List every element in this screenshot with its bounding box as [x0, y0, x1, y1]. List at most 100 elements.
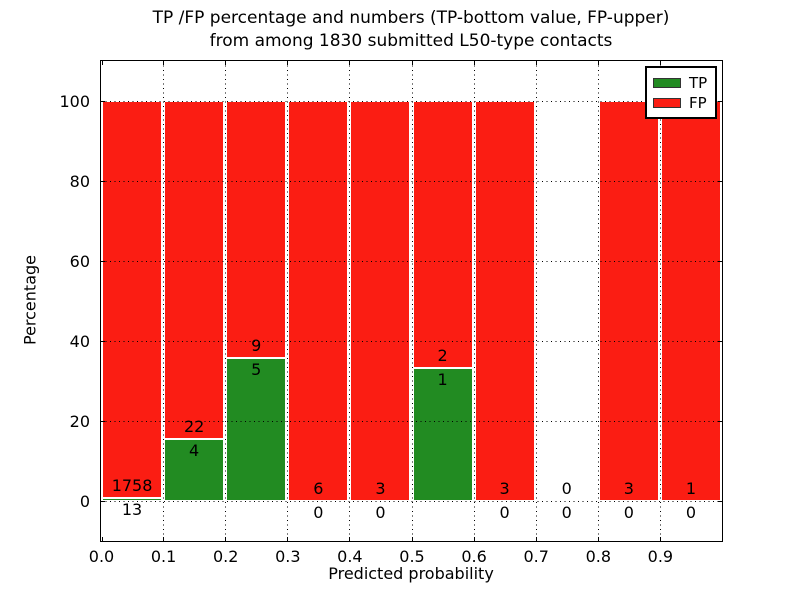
x-tick-mark-bottom [101, 537, 103, 541]
y-tick-mark-right [718, 421, 722, 422]
tp-count-label: 0 [623, 503, 634, 522]
x-tick-mark-bottom [597, 537, 599, 541]
x-tick-label: 0.1 [150, 547, 177, 566]
tp-count-label: 4 [189, 441, 200, 461]
x-tick-label: 0.0 [88, 547, 115, 566]
x-gridline [349, 61, 351, 541]
y-tick-mark-left [101, 261, 105, 262]
chart-title-line1: TP /FP percentage and numbers (TP-bottom… [152, 8, 670, 28]
bar-segment-fp [226, 101, 287, 359]
bar-stack [226, 101, 287, 501]
fp-count-label: 3 [375, 479, 386, 498]
x-tick-mark-top [287, 61, 289, 65]
x-gridline [287, 61, 289, 541]
x-tick-mark-top [349, 61, 351, 65]
y-tick-mark-right [718, 501, 722, 502]
bar-segment-fp [598, 101, 659, 501]
legend-row-tp: TP [653, 73, 709, 93]
fp-count-label: 1758 [111, 476, 153, 496]
tp-count-label: 0 [375, 503, 386, 522]
x-tick-label: 0.5 [399, 547, 425, 566]
x-tick-label: 0.6 [461, 547, 487, 566]
x-tick-label: 0.8 [585, 547, 612, 566]
y-tick-label: 40 [69, 331, 90, 351]
bar-segment-fp [660, 101, 721, 501]
y-tick-mark-right [718, 101, 722, 102]
x-tick-label: 0.4 [337, 547, 363, 566]
x-gridline [163, 61, 165, 541]
y-tick-label: 60 [69, 251, 90, 271]
x-tick-mark-top [101, 61, 103, 65]
y-tick-mark-left [101, 341, 105, 342]
y-tick-label: 20 [69, 411, 90, 431]
y-tick-label: 0 [79, 491, 90, 511]
fp-count-label: 2 [437, 345, 448, 365]
y-tick-mark-left [101, 421, 105, 422]
x-tick-mark-bottom [349, 537, 351, 541]
x-tick-mark-bottom [473, 537, 475, 541]
x-gridline [225, 61, 227, 541]
fp-count-label: 1 [685, 479, 697, 498]
tp-legend-swatch [653, 78, 681, 88]
bar-segment-tp [412, 367, 473, 501]
x-tick-mark-top [659, 61, 661, 65]
fp-count-label: 3 [499, 479, 510, 498]
fp-count-label: 6 [313, 479, 324, 498]
bar-stack [288, 101, 349, 501]
x-tick-label: 0.2 [212, 547, 239, 566]
y-tick-mark-right [718, 261, 722, 262]
x-tick-mark-top [411, 61, 413, 65]
chart-title: TP /FP percentage and numbers (TP-bottom… [100, 7, 722, 53]
x-tick-mark-top [225, 61, 227, 65]
y-tick-mark-right [718, 181, 722, 182]
fp-count-label: 3 [623, 479, 634, 498]
x-tick-mark-bottom [535, 537, 537, 541]
fp-count-label: 9 [251, 336, 262, 356]
x-tick-label: 0.3 [275, 547, 301, 566]
y-tick-mark-left [101, 101, 105, 102]
fp-legend-label: FP [689, 94, 707, 112]
x-tick-mark-bottom [411, 537, 413, 541]
tp-count-label: 5 [251, 360, 262, 380]
bar-segment-fp [412, 101, 473, 368]
x-gridline [597, 61, 599, 541]
x-tick-mark-bottom [287, 537, 289, 541]
plot-area: 1758 13 22 4 9 5 6 0 3 0 2 1 3 0 0 0 3 0 1 0 [100, 60, 723, 542]
tp-count-label: 0 [499, 503, 510, 522]
y-tick-label: 100 [59, 91, 90, 111]
x-gridline [535, 61, 537, 541]
fp-count-label: 22 [183, 417, 205, 437]
x-tick-mark-top [597, 61, 599, 65]
x-tick-mark-bottom [659, 537, 661, 541]
bar-stack [474, 101, 535, 501]
x-axis-label: Predicted probability [328, 564, 494, 583]
bar-stack [660, 101, 721, 501]
fp-legend-swatch [653, 98, 681, 108]
bar-stack [412, 101, 473, 501]
tp-count-label: 0 [561, 503, 572, 522]
y-tick-mark-left [101, 501, 105, 502]
tp-count-label: 0 [685, 503, 697, 522]
x-tick-label: 0.9 [647, 547, 674, 566]
bar-stack [350, 101, 411, 501]
x-tick-mark-top [535, 61, 537, 65]
x-tick-label: 0.7 [523, 547, 549, 566]
x-gridline [411, 61, 413, 541]
tp-legend-label: TP [689, 74, 708, 92]
bar-segment-fp [350, 101, 411, 501]
x-gridline [473, 61, 475, 541]
y-tick-label: 80 [69, 171, 90, 191]
bar-stack [164, 101, 225, 501]
bar-segment-fp [474, 101, 535, 501]
x-tick-mark-bottom [225, 537, 227, 541]
bar-segment-tp [226, 358, 287, 501]
tp-count-label: 0 [313, 503, 324, 522]
chart-title-line2: from among 1830 submitted L50-type conta… [209, 31, 613, 51]
y-tick-mark-right [718, 341, 722, 342]
bar-segment-tp [164, 439, 225, 501]
legend-row-fp: FP [653, 93, 709, 113]
fp-count-label: 0 [561, 479, 572, 498]
x-tick-mark-bottom [163, 537, 165, 541]
bar-segment-fp [164, 101, 225, 440]
